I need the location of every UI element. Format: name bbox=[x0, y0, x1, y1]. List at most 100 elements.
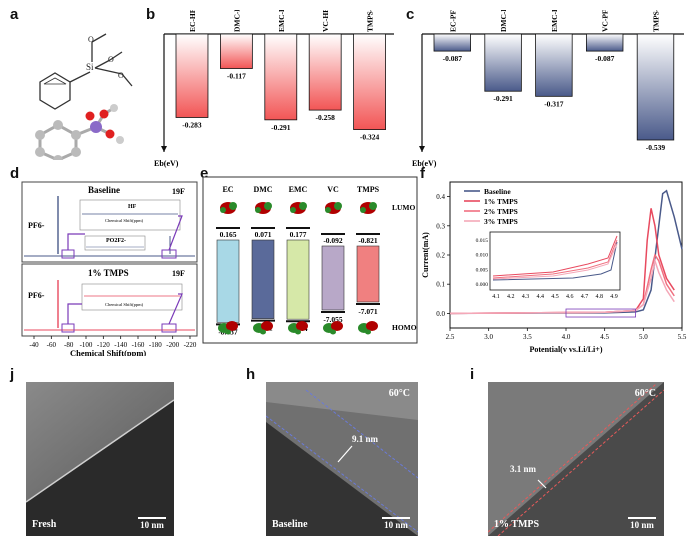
f-inset-xtick: 4.8 bbox=[596, 294, 604, 300]
tem-tmps-temp: 60°C bbox=[634, 388, 656, 399]
bar-category-4: TMPS-HF bbox=[366, 10, 375, 32]
homo-value-3: -7.055 bbox=[323, 315, 343, 324]
f-inset-xtick: 4.5 bbox=[551, 294, 559, 300]
ball-stick-model bbox=[35, 104, 124, 160]
bar-category-3: VC-PF5 bbox=[601, 10, 612, 32]
bar-category-4: TMPS-PF5 bbox=[651, 10, 662, 32]
f-inset-curve-1 bbox=[492, 235, 618, 277]
f-inset-ytick: 0.015 bbox=[476, 238, 489, 244]
bar-value-4: -0.324 bbox=[360, 133, 380, 142]
chart-e-homo-lumo: EC0.165-8.437DMC0.071-8.201EMC0.177-8.14… bbox=[202, 176, 418, 344]
chart-f-lsv: 2.5 3.0 3.5 4.0 4.5 5.0 5.5 0.0 0.1 0.2 0.3 0.4 Pote… bbox=[421, 181, 687, 354]
e-category-vc: VC bbox=[327, 185, 339, 194]
nmr-bottom-inset bbox=[81, 283, 183, 311]
f-inset-xtick: 4.4 bbox=[537, 294, 545, 300]
bar-tmps-pf5 bbox=[636, 33, 675, 141]
f-zoom-box bbox=[565, 308, 636, 318]
tem-fresh-label: Fresh bbox=[32, 519, 57, 530]
nmr-top-po2f2-label: PO2F2- bbox=[106, 238, 126, 244]
bar-category-1: DMC-HF bbox=[232, 10, 241, 32]
nmr-bottom-nucleus: 19F bbox=[172, 269, 185, 278]
panel-label-b: b bbox=[146, 6, 156, 23]
f-legend-label-1: 1% TMPS bbox=[484, 197, 518, 206]
f-xtick-label: 2.5 bbox=[446, 333, 455, 341]
tem-image-1pct-tmps: 60°C 3.1 nm 1% TMPS 10 nm bbox=[488, 382, 664, 536]
homo-text: HOMO bbox=[392, 323, 417, 332]
f-inset-frame bbox=[489, 231, 621, 291]
f-legend-label-0: Baseline bbox=[484, 187, 511, 196]
f-inset-ytick: 0.000 bbox=[476, 282, 489, 288]
gap-bar-1 bbox=[251, 239, 275, 319]
nmr-tick-label: -120 bbox=[97, 341, 110, 349]
ylabel: Eb(eV) bbox=[154, 159, 179, 168]
panel-label-d: d bbox=[10, 165, 20, 182]
f-inset-curve-2 bbox=[492, 239, 618, 279]
lumo-value-0: 0.165 bbox=[220, 230, 237, 239]
lumo-value-2: 0.177 bbox=[290, 230, 307, 239]
f-inset-xtick: 4.2 bbox=[507, 294, 515, 300]
bar-category-2: EMC-PF5 bbox=[550, 10, 561, 32]
chart-c-pf5-binding: Eb(eV) EC-PF5 -0.087 DMC-PF5 -0.291 EMC-PF5 -0… bbox=[412, 10, 684, 168]
bar-category-0: EC-PF5 bbox=[448, 10, 459, 32]
bar-category-2: EMC-HF bbox=[277, 10, 286, 32]
tem-image-baseline: 60°C 9.1 nm Baseline 10 nm bbox=[266, 382, 418, 536]
tem-baseline-scale: 10 nm bbox=[382, 517, 410, 530]
f-xlabel: Potential(v vs.Li/Li+) bbox=[530, 345, 603, 354]
homo-orbital-3 bbox=[323, 321, 343, 335]
bar-vc-hf bbox=[308, 33, 342, 111]
nmr-tick-label: -140 bbox=[114, 341, 127, 349]
f-xtick-label: 4.0 bbox=[562, 333, 571, 341]
nmr-tick-label: -200 bbox=[166, 341, 179, 349]
f-inset-ytick: 0.010 bbox=[476, 253, 489, 259]
tem-image-fresh: Fresh 10 nm bbox=[26, 382, 174, 536]
lumo-orbital-3 bbox=[325, 202, 342, 214]
nmr-top-inset-title: HF bbox=[128, 204, 137, 210]
tem-tmps-thickness: 3.1 nm bbox=[510, 464, 537, 474]
f-ylabel: Current(mA) bbox=[421, 232, 430, 278]
bar-tmps-hf bbox=[353, 33, 386, 130]
homo-orbital-2 bbox=[288, 321, 308, 335]
tem-baseline-temp: 60°C bbox=[388, 388, 410, 399]
ylabel: Eb(eV) bbox=[412, 159, 437, 168]
f-inset-ytick: 0.005 bbox=[476, 267, 489, 273]
nmr-bottom-inset-axis: Chemical Shift(ppm) bbox=[105, 302, 144, 307]
tem-baseline-label: Baseline bbox=[272, 519, 308, 530]
nmr-top-nucleus: 19F bbox=[172, 187, 185, 196]
panel-label-f: f bbox=[420, 165, 425, 182]
nmr-top-inset-axis: Chemical Shift(ppm) bbox=[105, 218, 144, 223]
f-inset-xtick: 4.3 bbox=[522, 294, 530, 300]
f-xtick-label: 5.0 bbox=[639, 333, 648, 341]
panel-label-j: j bbox=[10, 366, 15, 383]
tem-tmps-label: 1% TMPS bbox=[494, 519, 540, 530]
e-category-emc: EMC bbox=[289, 185, 308, 194]
f-inset-xtick: 4.9 bbox=[610, 294, 618, 300]
bar-value-2: -0.317 bbox=[544, 99, 564, 108]
lumo-orbital-2 bbox=[290, 202, 307, 214]
scale-bar bbox=[382, 517, 410, 519]
f-xtick-label: 5.5 bbox=[678, 333, 687, 341]
bar-value-3: -0.087 bbox=[595, 54, 615, 63]
bar-value-3: -0.258 bbox=[315, 113, 335, 122]
nmr-tick-label: -180 bbox=[149, 341, 162, 349]
f-xtick-label: 4.5 bbox=[600, 333, 609, 341]
f-ytick-label: 0.4 bbox=[436, 193, 445, 201]
e-category-dmc: DMC bbox=[253, 185, 272, 194]
bar-category-3: VC-HF bbox=[321, 10, 330, 32]
lumo-orbital-0 bbox=[220, 202, 237, 214]
molecule-structure-panel: Si O O O bbox=[35, 33, 133, 160]
nmr-bottom-name: 1% TMPS bbox=[88, 268, 129, 278]
panel-label-c: c bbox=[406, 6, 415, 23]
chart-d-nmr: Baseline 19F PF6- HF Chemical Shift(ppm)… bbox=[21, 181, 198, 356]
gap-bar-2 bbox=[286, 239, 310, 320]
nmr-tick-label: -160 bbox=[132, 341, 145, 349]
bar-dmc-pf5 bbox=[484, 33, 522, 92]
bar-vc-pf5 bbox=[585, 33, 624, 52]
bar-value-2: -0.291 bbox=[271, 123, 291, 132]
svg-text:O: O bbox=[108, 55, 114, 64]
gap-bar-4 bbox=[356, 245, 380, 303]
bar-value-0: -0.283 bbox=[182, 120, 202, 129]
bar-value-1: -0.291 bbox=[493, 94, 513, 103]
f-ytick-label: 0.1 bbox=[436, 281, 445, 289]
bar-emc-hf bbox=[264, 33, 298, 121]
y-axis-arrow bbox=[419, 146, 425, 152]
